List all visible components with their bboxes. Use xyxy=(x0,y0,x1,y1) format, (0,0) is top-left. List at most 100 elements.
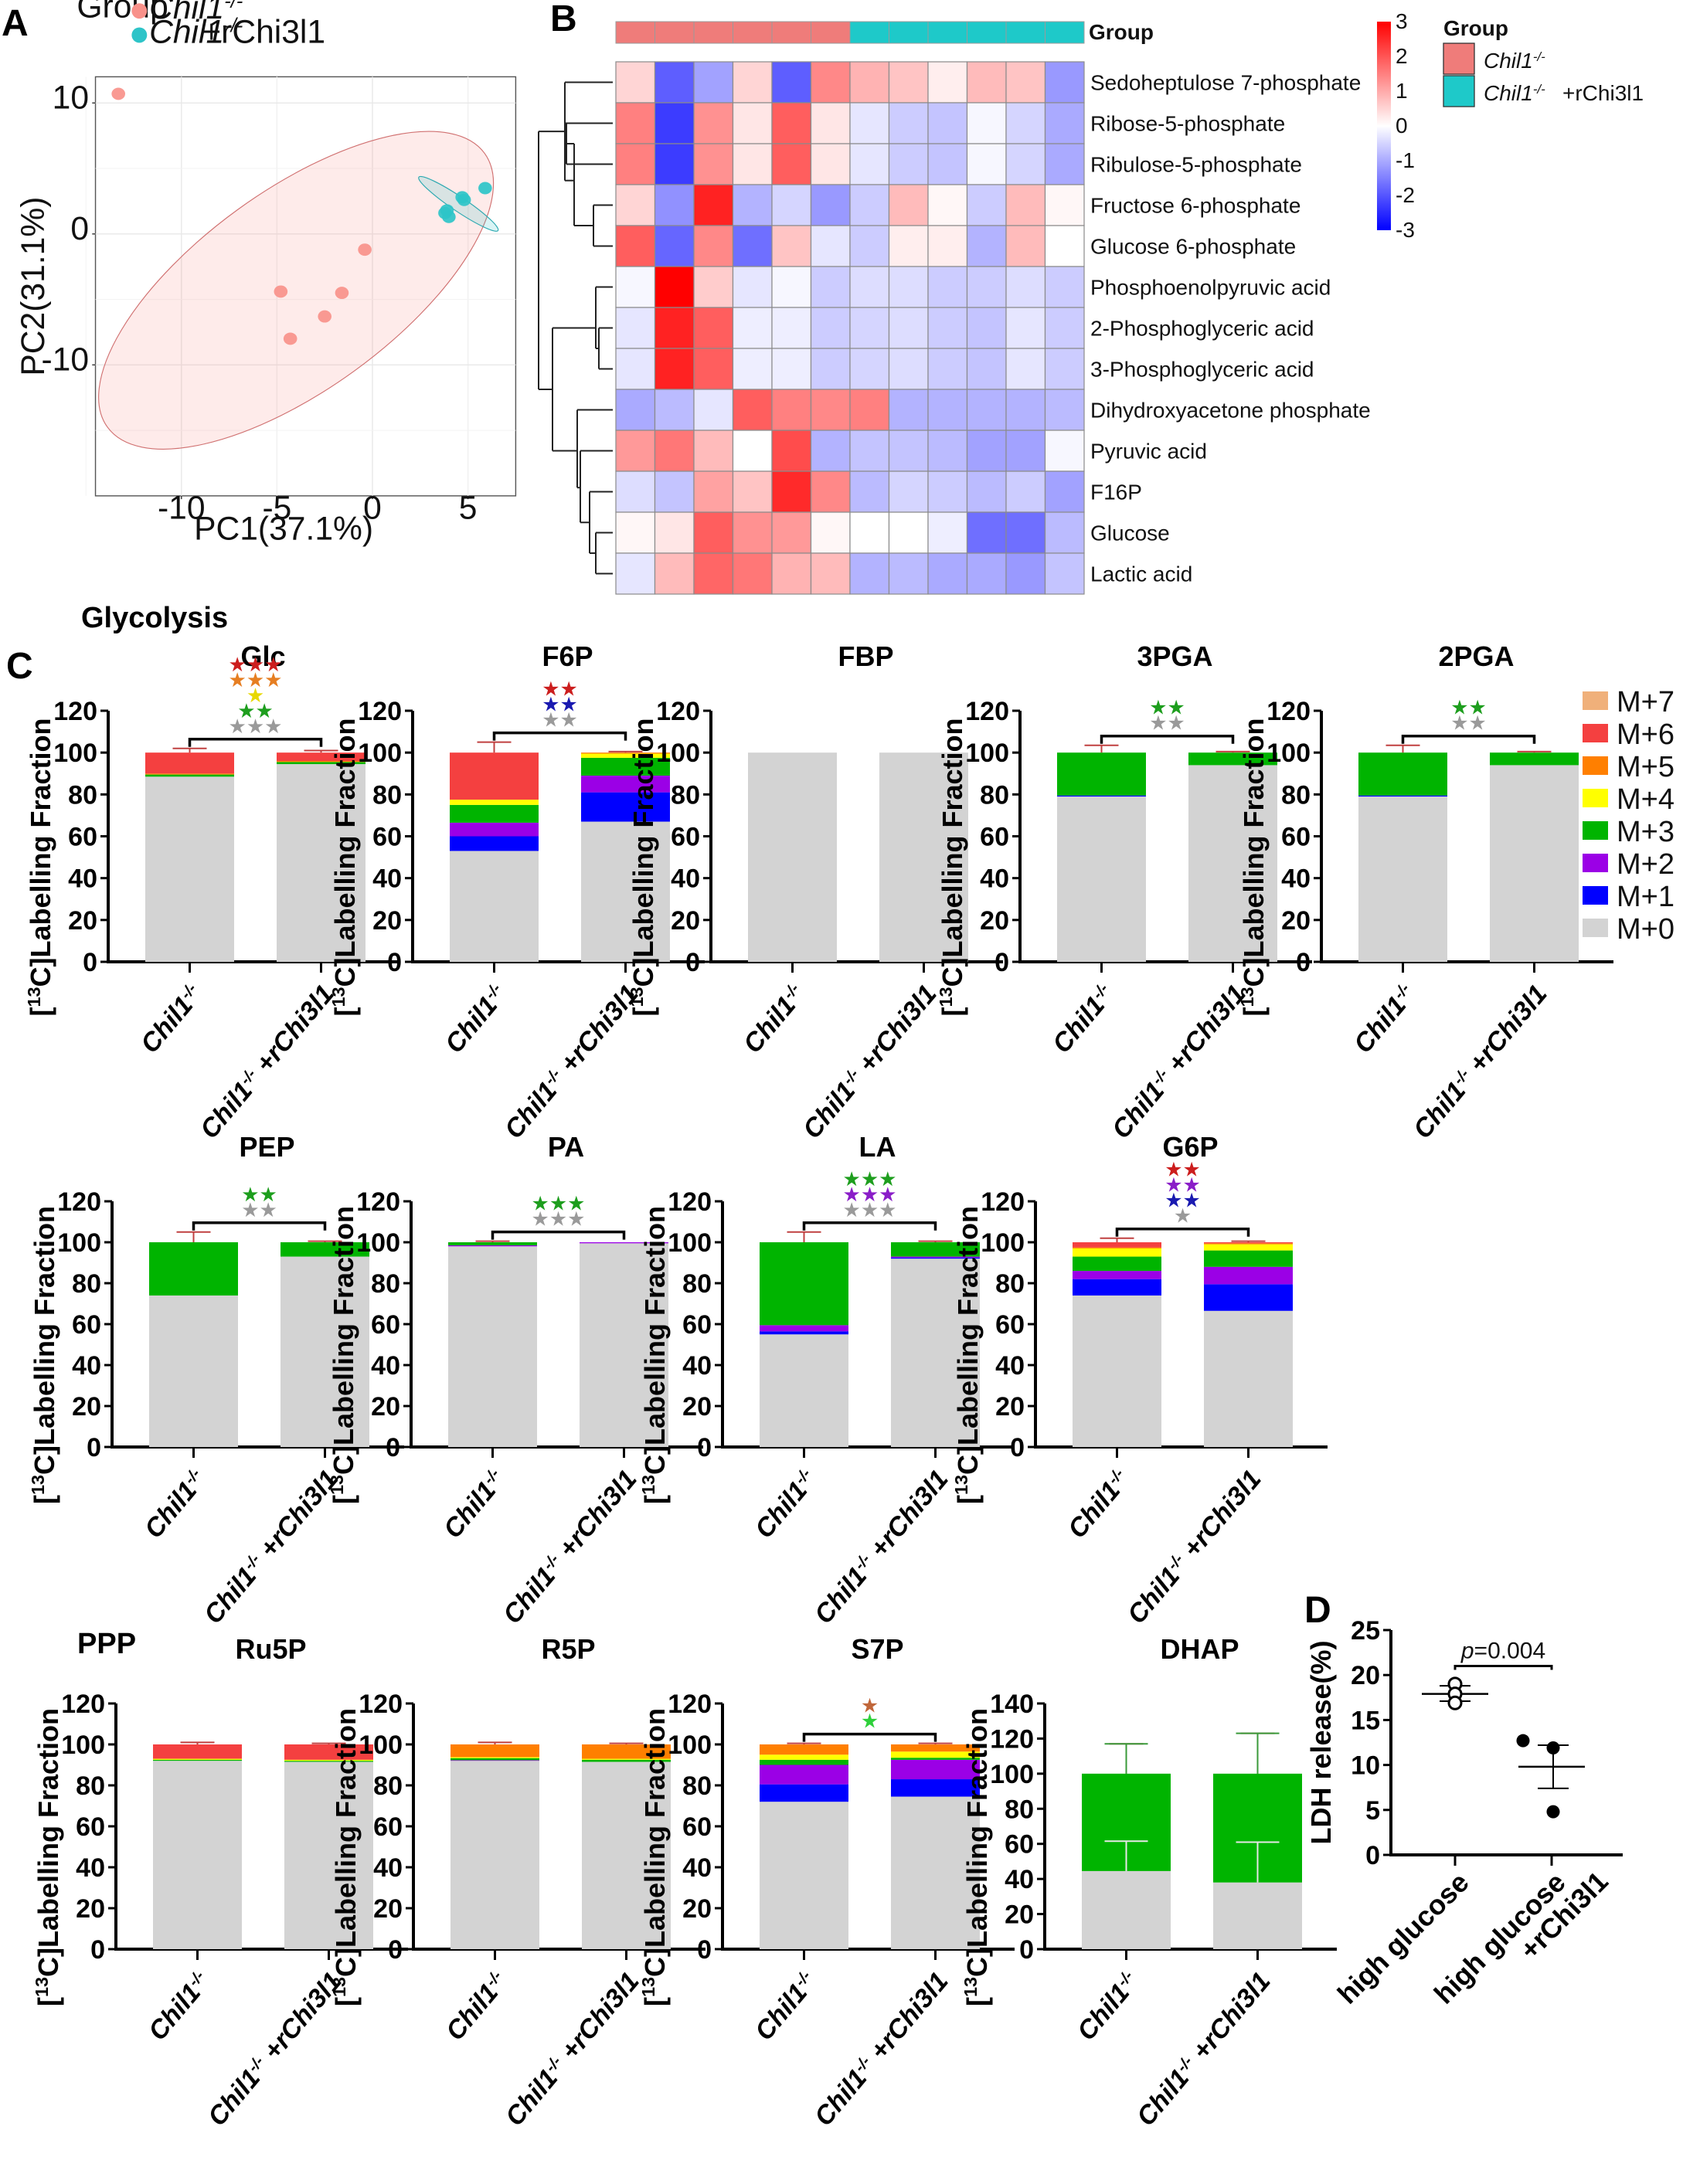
heatmap-cell xyxy=(693,61,734,104)
bar-segment-mplus0 xyxy=(153,1761,242,1949)
ylabel-rest: C]Labelling Fraction xyxy=(328,1206,359,1475)
heatmap-cell xyxy=(1044,61,1085,104)
ldh-point xyxy=(1546,1805,1560,1819)
heatmap-cell xyxy=(810,61,851,104)
bar-segment-mplus0 xyxy=(450,851,539,962)
heatmap-cell xyxy=(966,348,1007,390)
bar-segment-mplus0 xyxy=(1057,796,1146,962)
heatmap-cell xyxy=(693,511,734,554)
bar-segment-mplus0 xyxy=(1358,796,1447,962)
chart-category-label: Chil1-/- xyxy=(139,1465,212,1544)
legend-label-mplus3: M+3 xyxy=(1617,816,1674,848)
chart-title: F6P xyxy=(542,640,593,672)
significance-stars: ★★★ xyxy=(843,1168,897,1191)
chart-category-label-suffix: +rChi3l1 xyxy=(848,980,943,1084)
heatmap-cell xyxy=(966,61,1007,104)
heatmap-group-cell xyxy=(693,21,733,44)
chart-ytick-label: 60 xyxy=(682,1310,712,1340)
bar-segment-mplus3 xyxy=(1188,752,1277,766)
legend-label-mplus1: M+1 xyxy=(1617,881,1674,913)
bar-segment-mplus6 xyxy=(277,752,366,761)
pca-legend-label-1-sup: -/- xyxy=(224,15,243,36)
heatmap-cell xyxy=(966,389,1007,431)
ylabel-superscript: 13 xyxy=(24,987,44,1007)
ylabel-rest: C]Labelling Fraction xyxy=(639,1206,671,1475)
heatmap-colorbar-tick: -3 xyxy=(1396,218,1415,242)
heatmap-cell xyxy=(654,389,695,431)
section-title-glycolysis: Glycolysis xyxy=(81,602,228,634)
significance-bracket xyxy=(188,738,323,747)
bar-segment-mplus3 xyxy=(760,1242,848,1326)
pca-point xyxy=(318,310,332,323)
bar-segment-mplus0 xyxy=(891,1796,980,1949)
ylabel-superscript: 13 xyxy=(638,1475,658,1495)
chart-title: PEP xyxy=(239,1131,294,1163)
heatmap-cell xyxy=(927,266,968,308)
chart-ytick-label: 40 xyxy=(72,1351,101,1381)
ylabel-rest: C]Labelling Fraction xyxy=(1238,718,1270,987)
heatmap-group-cell xyxy=(811,21,851,44)
significance-stars: ★★ xyxy=(237,700,274,723)
bar-segment-mplus1 xyxy=(1073,1279,1161,1296)
chart-ytick-label: 20 xyxy=(682,1894,712,1924)
heatmap-cell xyxy=(1044,470,1085,513)
significance-stars: ★ xyxy=(861,1695,879,1718)
heatmap-cell xyxy=(1005,511,1046,554)
heatmap-cell xyxy=(888,143,929,185)
ylabel-superscript: 13 xyxy=(951,1475,971,1495)
bar-segment-mplus0 xyxy=(448,1246,537,1447)
heatmap-cell xyxy=(732,184,773,226)
ylabel-open-bracket: [ xyxy=(639,1997,671,2006)
chart-ytick-label: 100 xyxy=(57,1228,101,1258)
pca-legend-label-0-sup: -/- xyxy=(224,0,243,12)
chart-ytick-label: 20 xyxy=(1281,906,1311,936)
significance-stars: ★★★ xyxy=(229,669,283,692)
chart-ytick-label: 100 xyxy=(1266,739,1311,768)
chart-ytick-label: 40 xyxy=(682,1853,712,1883)
pca-xtick-label: 0 xyxy=(363,490,382,527)
chart-title: 2PGA xyxy=(1438,640,1514,672)
chart-category-label: Chil1-/- xyxy=(738,980,811,1059)
legend-label-mplus6: M+6 xyxy=(1617,718,1674,751)
legend-label-mplus5: M+5 xyxy=(1617,751,1674,783)
legend-label-mplus2: M+2 xyxy=(1617,848,1674,881)
heatmap-cell xyxy=(888,389,929,431)
chart-ytick-label: 80 xyxy=(671,780,700,810)
heatmap-cell xyxy=(693,430,734,472)
bar-segment-mplus0 xyxy=(277,764,366,962)
heatmap-cell xyxy=(693,552,734,595)
bar-segment-mplus0 xyxy=(280,1256,369,1447)
pca-ytick-label: 0 xyxy=(70,210,89,247)
heatmap-group-cell xyxy=(654,21,695,44)
bar-segment-mplus2 xyxy=(891,1256,980,1258)
significance-stars: ★★ xyxy=(1149,712,1185,735)
heatmap-cell xyxy=(810,266,851,308)
heatmap-colorbar-tick: 1 xyxy=(1396,79,1408,103)
pca-point xyxy=(283,332,298,345)
ldh-ytick-label: 0 xyxy=(1365,1841,1380,1870)
heatmap-cell xyxy=(654,470,695,513)
chart-title: R5P xyxy=(541,1633,595,1665)
heatmap-cell xyxy=(966,266,1007,308)
heatmap-cell xyxy=(888,61,929,104)
heatmap-group-cell xyxy=(615,21,655,44)
isotopologue-charts: [13C]Labelling FractionGlc02040608010012… xyxy=(24,640,1674,2131)
chart-ytick-label: 40 xyxy=(371,1351,400,1381)
chart-ytick-label: 80 xyxy=(68,780,97,810)
bar-segment-mplus4 xyxy=(1204,1244,1293,1251)
heatmap-cell xyxy=(615,307,656,349)
heatmap-cell xyxy=(771,430,812,472)
heatmap-cell xyxy=(654,225,695,267)
chart-ytick-label: 40 xyxy=(671,864,700,894)
chart-category-label: Chil1-/- +rChi3l1 xyxy=(199,1465,344,1630)
heatmap-cell xyxy=(927,143,968,185)
heatmap-cell xyxy=(771,389,812,431)
significance-stars: ★ xyxy=(1174,1205,1192,1228)
bar-segment-mplus6 xyxy=(1204,1242,1293,1244)
heatmap-cell xyxy=(966,511,1007,554)
heatmap-cell xyxy=(1005,143,1046,185)
chart-y-axis-label: [13C]Labelling Fraction xyxy=(328,718,361,1016)
ylabel-open-bracket: [ xyxy=(328,1495,359,1504)
bar-segment-mplus1 xyxy=(581,792,670,822)
